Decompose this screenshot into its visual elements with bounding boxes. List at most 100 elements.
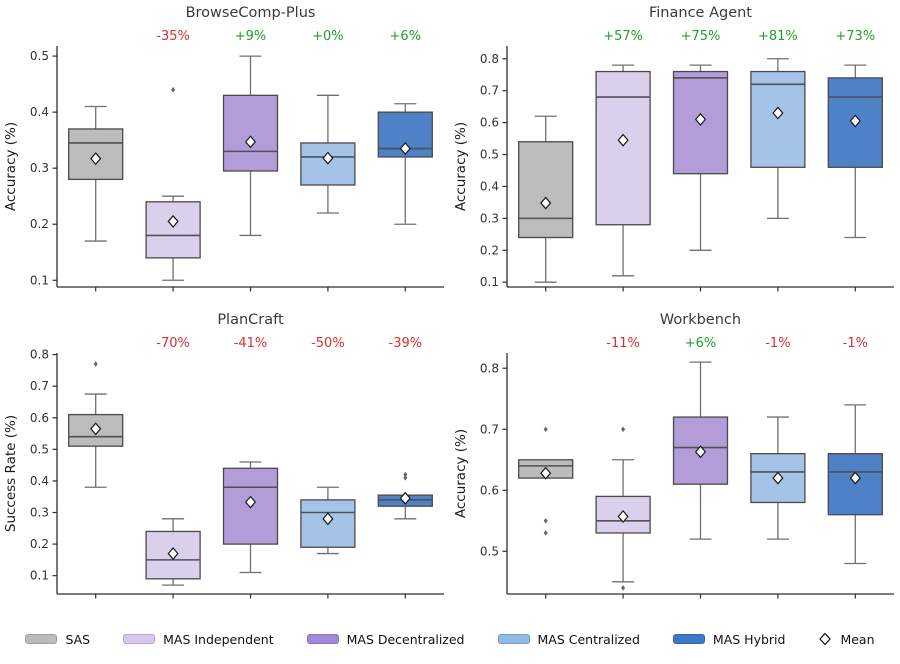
y-tick-label: 0.8 (30, 348, 49, 362)
mean-marker-icon (399, 142, 411, 156)
box-mas-decentralized (222, 94, 279, 172)
y-tick-label: 0.7 (480, 84, 499, 98)
mean-marker-icon (90, 152, 102, 166)
legend-item-mean: Mean (818, 631, 875, 647)
mean-diamond-icon (819, 632, 832, 646)
mean-marker-icon (322, 512, 334, 526)
mean-marker-icon (540, 196, 552, 210)
legend-swatch (123, 634, 156, 644)
delta-annotation: +57% (603, 29, 643, 44)
delta-annotation: +81% (758, 29, 798, 44)
mean-marker-icon (244, 495, 257, 509)
delta-annotation: +0% (312, 29, 344, 44)
delta-annotation: -39% (389, 336, 423, 351)
legend: SAS MAS Independent MAS Decentralized MAS C… (0, 614, 900, 664)
outlier-marker (543, 530, 548, 536)
legend-swatch (25, 634, 58, 644)
delta-annotation: -70% (156, 336, 190, 351)
outlier-marker (543, 426, 548, 433)
panel-plancraft: PlanCraft Success Rate (%) 0.1 0.2 0.3 0.4 0.5… (0, 307, 450, 614)
y-tick-label: 0.4 (30, 105, 49, 119)
delta-annotation: -41% (234, 336, 268, 351)
y-tick-label: 0.6 (480, 483, 499, 497)
y-tick-label: 0.5 (480, 544, 499, 558)
box-mas-independent (145, 201, 201, 259)
y-tick-label: 0.1 (480, 275, 499, 289)
legend-label: SAS (65, 631, 91, 647)
mean-marker-icon (694, 112, 707, 126)
mean-marker-icon (772, 106, 784, 120)
mean-marker-icon (772, 471, 784, 485)
delta-annotation: +6% (685, 336, 717, 351)
chart-svg: Finance Agent Accuracy (%) 0.1 0.2 0.3 0.4 0.5… (453, 5, 894, 292)
mean-marker-icon (694, 445, 707, 459)
delta-annotation: -50% (311, 336, 345, 351)
y-tick-label: 0.3 (480, 211, 499, 225)
panel-title: Workbench (660, 312, 741, 328)
legend-label: MAS Centralized (537, 631, 640, 647)
y-axis-label: Accuracy (%) (453, 429, 469, 518)
y-tick-label: 0.6 (480, 116, 499, 130)
panel-title: Finance Agent (649, 5, 752, 21)
legend-swatch (306, 634, 339, 644)
panel-title: PlanCraft (217, 312, 284, 328)
delta-annotation: -11% (606, 336, 640, 351)
chart-svg: BrowseComp-Plus Accuracy (%) 0.1 0.2 0.3 0.4 0… (3, 5, 444, 292)
legend-item-mas-centralized: MAS Centralized (497, 631, 640, 647)
y-tick-label: 0.2 (30, 537, 49, 551)
y-tick-label: 0.3 (30, 161, 49, 175)
y-tick-label: 0.8 (480, 361, 499, 375)
y-tick-label: 0.5 (30, 49, 49, 63)
delta-annotation: +73% (835, 29, 875, 44)
mean-marker-icon (399, 491, 411, 505)
legend-item-mas-independent: MAS Independent (123, 631, 274, 647)
outlier-marker (171, 86, 176, 93)
chart-svg: PlanCraft Success Rate (%) 0.1 0.2 0.3 0.4 0.5… (3, 312, 444, 599)
mean-marker-icon (849, 114, 861, 128)
delta-annotation: -1% (843, 336, 868, 351)
outlier-marker (93, 361, 98, 367)
outlier-marker (403, 471, 408, 478)
mean-marker-icon (244, 135, 257, 149)
y-tick-label: 0.8 (480, 52, 499, 66)
y-tick-label: 0.4 (30, 474, 49, 488)
legend-item-mas-hybrid: MAS Hybrid (672, 632, 785, 647)
outlier-marker (621, 426, 626, 433)
delta-annotation: +6% (390, 29, 422, 44)
mean-marker-icon (167, 214, 179, 228)
y-tick-label: 0.1 (30, 569, 49, 583)
mean-marker-icon (617, 133, 629, 147)
y-axis-label: Accuracy (%) (3, 122, 19, 211)
outlier-marker (543, 517, 548, 524)
panel-browsecomp-plus: BrowseComp-Plus Accuracy (%) 0.1 0.2 0.3 0.4 0… (0, 0, 450, 307)
panel-title: BrowseComp-Plus (186, 5, 316, 21)
delta-annotation: -1% (765, 336, 790, 351)
delta-annotation: +75% (681, 29, 721, 44)
chart-svg: Workbench Accuracy (%) 0.5 0.6 0.7 0.8 -11% +6%… (453, 312, 894, 599)
y-tick-label: 0.7 (480, 422, 499, 436)
legend-label: MAS Decentralized (346, 631, 465, 647)
legend-swatch (672, 634, 705, 644)
box-mas-independent (595, 70, 651, 226)
outlier-marker (621, 585, 626, 591)
y-axis-label: Accuracy (%) (453, 122, 469, 211)
panel-grid: BrowseComp-Plus Accuracy (%) 0.1 0.2 0.3 0.4 0… (0, 0, 900, 614)
box-sas (518, 141, 574, 239)
legend-label: MAS Independent (163, 631, 274, 647)
panel-finance-agent: Finance Agent Accuracy (%) 0.1 0.2 0.3 0.4 0.5… (450, 0, 900, 307)
y-tick-label: 0.5 (30, 442, 49, 456)
y-tick-label: 0.3 (30, 506, 49, 520)
y-tick-label: 0.1 (30, 273, 49, 287)
mean-marker-icon (90, 422, 102, 436)
y-tick-label: 0.2 (480, 243, 499, 257)
legend-label: Mean (840, 631, 875, 647)
y-tick-label: 0.4 (480, 179, 499, 193)
delta-annotation: -35% (156, 29, 190, 44)
mean-marker-icon (167, 547, 179, 561)
mean-marker-icon (849, 471, 861, 485)
y-axis-label: Success Rate (%) (3, 415, 19, 532)
y-tick-label: 0.2 (30, 217, 49, 231)
mean-marker-icon (322, 151, 334, 165)
mean-marker-icon (540, 466, 552, 480)
